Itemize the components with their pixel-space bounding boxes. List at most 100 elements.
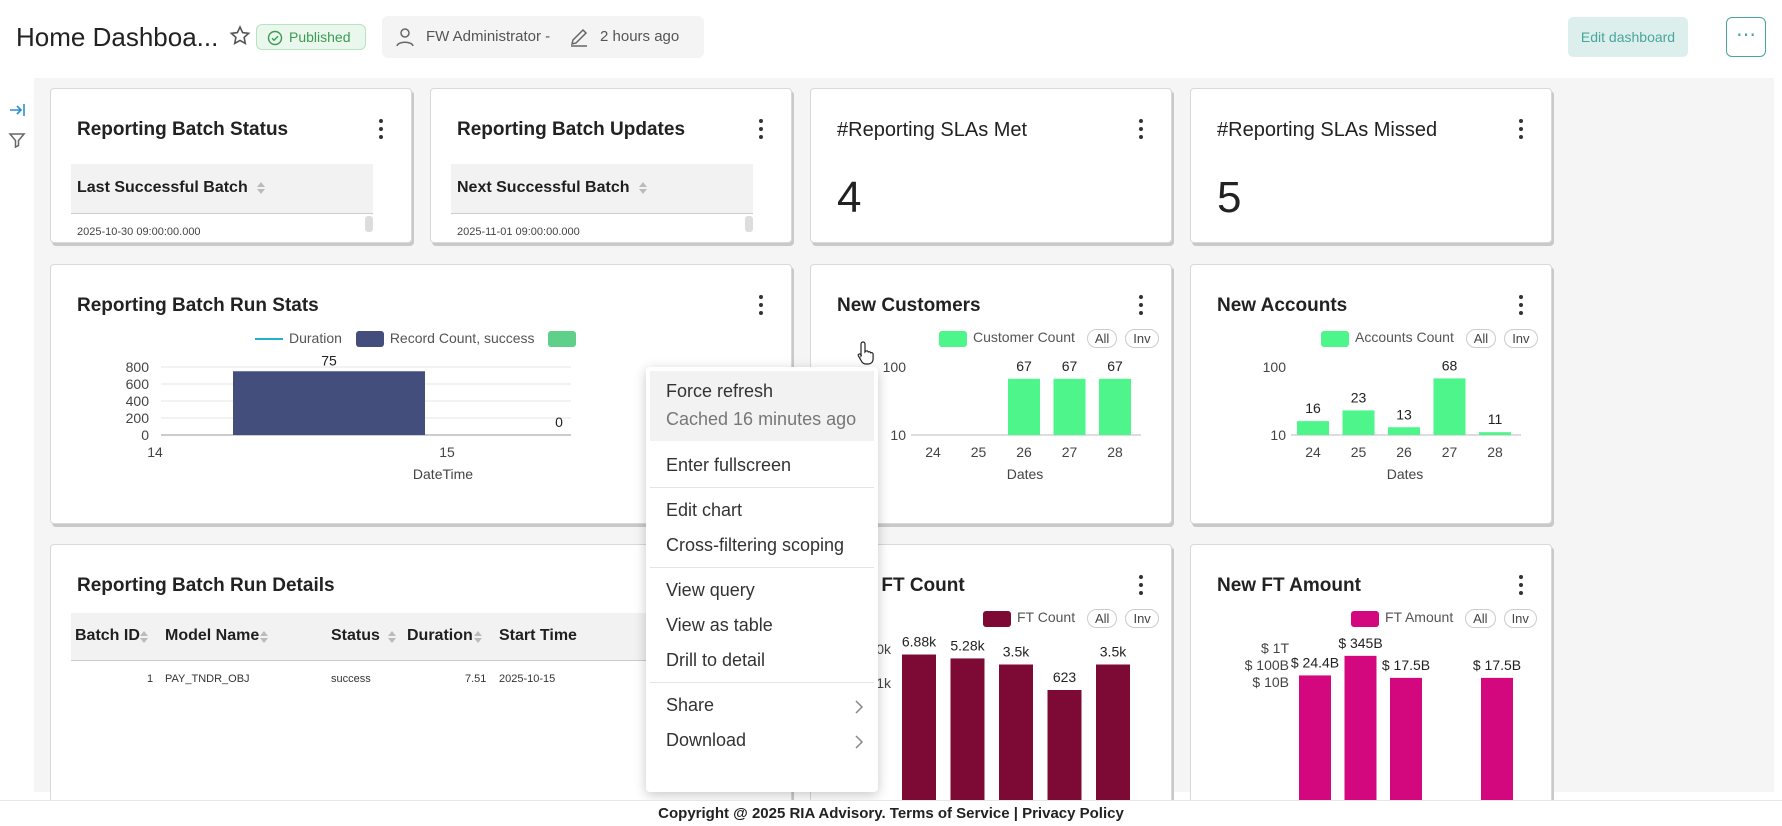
sort-icon[interactable] [387,630,397,644]
column-header-batch-id[interactable]: Batch ID [75,627,140,644]
data-label: $ 17.5B [1382,657,1430,673]
dashboard-owner: FW Administrator - [426,28,551,45]
y-tick-label: $ 100B [1245,657,1289,673]
card-context-menu: Force refresh Cached 16 minutes ago Ente… [646,367,878,792]
card-slas-met: #Reporting SLAs Met 4 [810,88,1172,243]
column-header-status[interactable]: Status [331,627,380,644]
data-label: $ 24.4B [1291,654,1339,670]
chevron-right-icon [855,735,864,749]
sort-icon[interactable] [139,630,149,644]
menu-divider [650,682,874,683]
data-label: 5.28k [950,637,985,653]
star-icon[interactable] [228,24,252,48]
y-tick-label: $ 10B [1252,674,1289,690]
column-header-start-time[interactable]: Start Time [499,627,577,644]
x-tick-label: 27 [1442,444,1458,460]
legend-all-pill[interactable]: All [1087,609,1118,628]
bar [902,654,936,803]
data-label: 13 [1396,406,1412,422]
dashboard-header: Home Dashboa... Published FW Administrat… [0,0,1782,72]
table-row[interactable]: 1 PAY_TNDR_OBJ success 7.51 2025-10-15 [71,661,791,697]
legend-all-pill[interactable]: All [1465,329,1497,348]
card-title: Reporting Batch Updates [457,119,686,140]
column-header-label: Last Successful Batch [77,179,248,196]
bar [1297,421,1329,435]
legend-line-duration [255,338,283,341]
data-label: 623 [1053,669,1077,685]
legend-inv-pill[interactable]: Inv [1125,609,1159,628]
legend-swatch [1321,330,1349,347]
column-header[interactable]: Next Successful Batch [451,164,753,214]
data-label: 6.88k [902,634,937,650]
sort-icon[interactable] [259,630,269,644]
card-title: New Customers [837,295,981,316]
card-menu-icon[interactable] [757,117,765,141]
menu-item-view-query[interactable]: View query [666,580,755,600]
legend-label-duration[interactable]: Duration [289,330,342,346]
legend-inv-pill[interactable]: Inv [1504,329,1538,348]
legend-label[interactable]: Customer Count [973,329,1075,346]
menu-item-share[interactable]: Share [666,695,715,715]
chevron-right-icon [855,700,864,714]
more-options-button[interactable]: ⋯ [1726,17,1766,57]
card-menu-icon[interactable] [1517,293,1525,317]
scrollbar[interactable] [745,216,753,232]
card-menu-icon[interactable] [1517,117,1525,141]
legend-all-pill[interactable]: All [1086,329,1118,348]
y-tick-label: $ 1T [1261,640,1289,656]
bar [1047,689,1082,803]
card-title: Reporting Batch Run Stats [77,295,319,316]
menu-item-download[interactable]: Download [666,730,747,750]
bar [1481,677,1513,803]
legend-inv-pill[interactable]: Inv [1125,329,1159,348]
data-label: 11 [1488,411,1503,427]
dashboard-meta: FW Administrator - 2 hours ago [382,16,704,58]
y-tick-label: 800 [126,359,150,375]
menu-item-view-table[interactable]: View as table [666,615,773,635]
card-menu-icon[interactable] [377,117,385,141]
legend-inv-pill[interactable]: Inv [1503,609,1537,628]
chart-legend: Customer Count All Inv [939,329,1159,348]
card-title: #Reporting SLAs Missed [1217,119,1438,141]
filter-icon[interactable] [7,130,27,150]
card-menu-icon[interactable] [1137,117,1145,141]
data-label: $ 345B [1338,635,1382,651]
menu-item-force-refresh[interactable]: Force refresh [666,381,774,401]
user-icon [396,28,414,47]
x-tick-label: 28 [1487,444,1503,460]
column-header-model-name[interactable]: Model Name [165,627,260,644]
edit-dashboard-button[interactable]: Edit dashboard [1568,17,1688,57]
big-number-value: 4 [837,173,862,222]
batch-status-table: Last Successful Batch 2025-10-30 09:00:0… [71,164,373,238]
card-menu-icon[interactable] [1137,293,1145,317]
column-header-duration[interactable]: Duration [407,627,473,644]
legend-label[interactable]: Accounts Count [1355,329,1454,346]
menu-item-edit-chart[interactable]: Edit chart [666,500,743,520]
y-tick-label: 400 [126,393,150,409]
menu-divider [650,567,874,568]
card-menu-icon[interactable] [1517,573,1525,597]
chart-legend: Duration Record Count, success [255,330,582,348]
cell-model-name: PAY_TNDR_OBJ [165,673,250,685]
expand-panel-icon[interactable] [7,100,27,120]
menu-item-cross-filtering[interactable]: Cross-filtering scoping [666,535,845,555]
sort-icon[interactable] [638,181,648,195]
status-badge: Published [256,24,366,50]
bar [1390,677,1422,803]
menu-item-fullscreen[interactable]: Enter fullscreen [666,455,792,475]
legend-label-record-count[interactable]: Record Count, success [389,330,535,346]
menu-item-drill[interactable]: Drill to detail [666,650,766,670]
card-title: Reporting Batch Run Details [77,575,335,596]
card-menu-icon[interactable] [757,293,765,317]
sort-icon[interactable] [473,630,483,644]
sort-icon[interactable] [256,181,266,195]
legend-label[interactable]: FT Amount [1385,609,1454,626]
legend-all-pill[interactable]: All [1465,609,1496,628]
bar [1299,675,1331,803]
legend-label[interactable]: FT Count [1017,609,1076,626]
scrollbar[interactable] [365,216,373,232]
card-menu-icon[interactable] [1137,573,1145,597]
x-tick-label: 14 [147,444,163,460]
column-header[interactable]: Last Successful Batch [71,164,373,214]
